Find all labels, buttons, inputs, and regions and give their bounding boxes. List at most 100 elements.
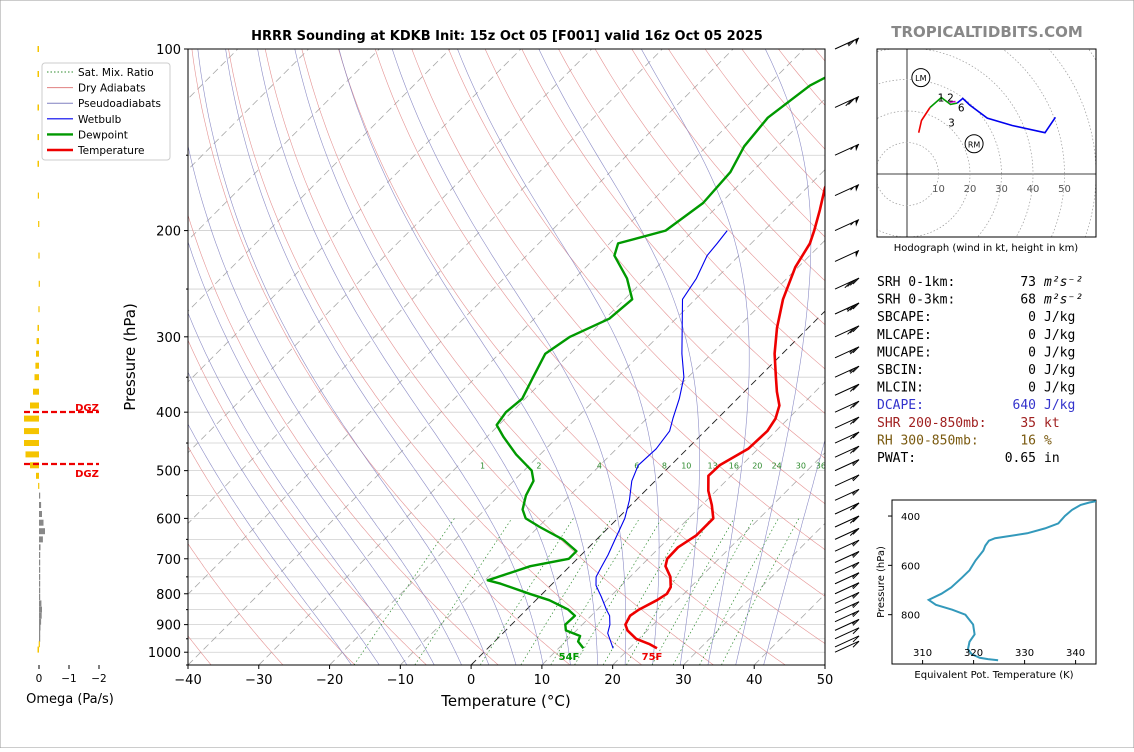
y-tick-label: 100 <box>156 43 181 58</box>
dgz-label-top: DGZ <box>75 403 99 414</box>
mixing-ratio-label: 30 <box>796 461 806 470</box>
stat-value: 0 <box>1028 345 1036 360</box>
omega-bar <box>36 473 39 479</box>
stat-label: MLCAPE: <box>877 328 932 343</box>
stat-label: MUCAPE: <box>877 345 932 360</box>
omega-bar <box>26 451 40 457</box>
hodo-height-label: 6 <box>958 103 965 115</box>
stat-value: 68 <box>1020 293 1036 308</box>
omega-bar <box>39 552 40 558</box>
omega-xlabel: Omega (Pa/s) <box>26 692 114 707</box>
omega-bar <box>39 581 40 587</box>
theta-x-tick-label: 340 <box>1066 648 1085 659</box>
stat-value: 35 <box>1020 416 1036 431</box>
theta-y-tick-label: 600 <box>901 561 920 572</box>
hodo-marker-label: RM <box>968 140 981 149</box>
mixing-ratio-label: 24 <box>772 461 782 470</box>
legend-entry: Sat. Mix. Ratio <box>78 67 154 79</box>
mixing-ratio-label: 10 <box>681 461 691 470</box>
stat-unit: J/kg <box>1044 345 1075 360</box>
omega-bar <box>39 619 41 625</box>
stat-value: 0 <box>1028 363 1036 378</box>
mixing-ratio-label: 16 <box>729 461 739 470</box>
stat-unit: % <box>1044 433 1052 448</box>
stat-unit: kt <box>1044 416 1060 431</box>
stat-label: SBCAPE: <box>877 310 932 325</box>
omega-bar <box>38 193 39 199</box>
omega-bar <box>35 374 40 380</box>
theta-xlabel: Equivalent Pot. Temperature (K) <box>914 670 1073 681</box>
theta-y-tick-label: 800 <box>901 611 920 622</box>
omega-bar <box>39 528 45 534</box>
theta-ylabel: Pressure (hPa) <box>876 546 887 618</box>
y-tick-label: 700 <box>156 553 181 568</box>
stat-unit: J/kg <box>1044 310 1075 325</box>
legend-entry: Pseudoadiabats <box>78 98 161 110</box>
omega-bar <box>39 567 40 573</box>
x-tick-label: 50 <box>817 673 834 688</box>
omega-bar <box>39 502 41 508</box>
omega-bar <box>39 536 43 542</box>
omega-bar <box>30 403 39 409</box>
x-tick-label: −10 <box>387 673 414 688</box>
x-tick-label: 30 <box>675 673 692 688</box>
omega-bar <box>39 520 44 526</box>
stat-value: 640 <box>1013 398 1036 413</box>
hodo-ring-label: 50 <box>1058 184 1071 195</box>
omega-bar <box>39 588 40 594</box>
omega-bar <box>39 560 40 566</box>
omega-bar <box>38 483 39 489</box>
mixing-ratio-label: 36 <box>816 461 826 470</box>
legend: Sat. Mix. Ratio Dry Adiabats Pseudoadiabat… <box>42 63 170 160</box>
y-tick-label: 200 <box>156 225 181 240</box>
x-tick-label: −30 <box>245 673 272 688</box>
omega-bar <box>38 161 40 167</box>
hodograph-caption: Hodograph (wind in kt, height in km) <box>894 243 1079 254</box>
y-tick-label: 1000 <box>148 646 181 661</box>
legend-entry: Temperature <box>77 145 145 157</box>
dgz-label-bottom: DGZ <box>75 469 99 480</box>
stat-unit: J/kg <box>1044 363 1075 378</box>
omega-bar <box>38 325 40 331</box>
omega-bar <box>38 46 40 52</box>
chart-title: HRRR Sounding at KDKB Init: 15z Oct 05 [… <box>251 29 763 44</box>
omega-bar <box>38 647 40 653</box>
y-tick-label: 800 <box>156 588 181 603</box>
x-tick-label: 20 <box>604 673 621 688</box>
theta-x-tick-label: 320 <box>964 648 983 659</box>
omega-bar <box>39 574 40 580</box>
omega-bar <box>39 630 40 636</box>
omega-bar <box>24 440 39 446</box>
stat-unit: J/kg <box>1044 381 1075 396</box>
watermark: TROPICALTIDBITS.COM <box>891 23 1083 41</box>
omega-bar <box>35 363 39 369</box>
omega-bar <box>39 600 41 606</box>
omega-tick-label: 0 <box>36 673 43 685</box>
stat-value: 0 <box>1028 310 1036 325</box>
stat-unit: m²s⁻² <box>1043 293 1083 308</box>
theta-x-tick-label: 330 <box>1015 648 1034 659</box>
omega-bar <box>33 389 39 395</box>
mixing-ratio-label: 8 <box>662 461 667 470</box>
omega-bar <box>24 428 39 434</box>
stat-unit: m²s⁻² <box>1043 275 1083 290</box>
omega-bar <box>36 351 39 357</box>
omega-bar <box>39 625 41 631</box>
x-tick-label: 40 <box>746 673 763 688</box>
omega-bar <box>38 105 40 111</box>
stat-label: SRH 0-3km: <box>877 293 955 308</box>
legend-entry: Dry Adiabats <box>78 83 146 95</box>
stat-label: SBCIN: <box>877 363 924 378</box>
omega-bar <box>39 636 40 642</box>
x-tick-label: −20 <box>316 673 343 688</box>
skewt-xlabel: Temperature (°C) <box>440 692 570 710</box>
hodo-ring-label: 20 <box>964 184 977 195</box>
omega-tick-label: −2 <box>91 673 106 685</box>
stat-label: PWAT: <box>877 451 916 466</box>
hodo-ring-label: 10 <box>932 184 945 195</box>
omega-bar <box>39 544 41 550</box>
y-tick-label: 300 <box>156 331 181 346</box>
skewt-ylabel: Pressure (hPa) <box>121 303 139 411</box>
omega-bar <box>39 641 40 647</box>
omega-bar <box>38 221 39 227</box>
